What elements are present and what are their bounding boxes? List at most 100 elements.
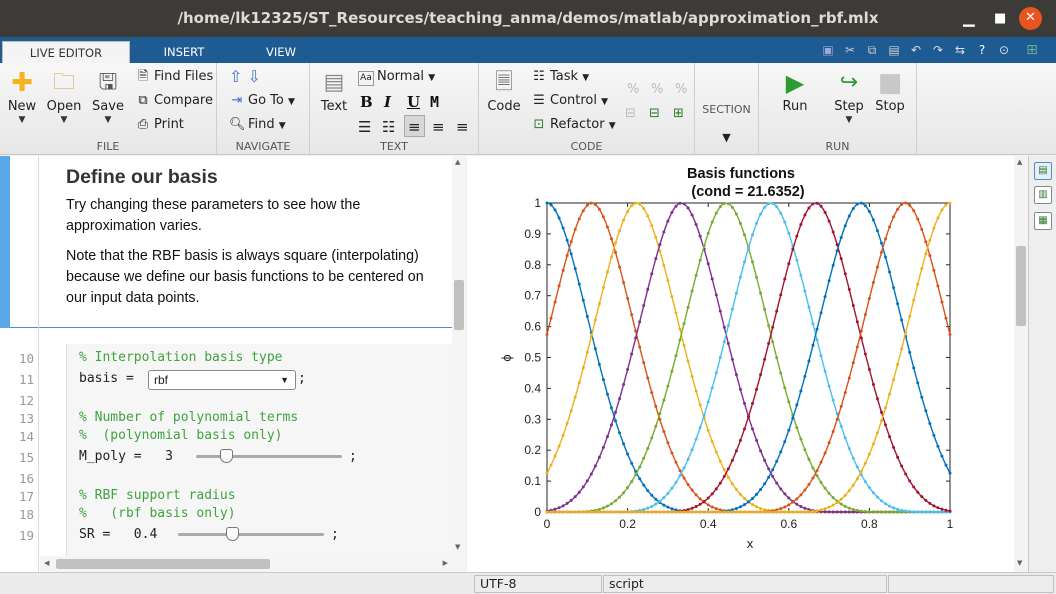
compare-button[interactable]: ⧉ Compare (135, 90, 213, 112)
text-content[interactable]: Define our basis Try changing these para… (66, 166, 446, 318)
go-to-button[interactable]: ⇥ Go To ▼ (229, 90, 295, 112)
data-point (622, 218, 626, 222)
code-line[interactable]: M_poly = 3 (79, 449, 173, 464)
scroll-thumb[interactable] (454, 280, 464, 330)
maximize-icon[interactable]: ■ (994, 11, 1007, 26)
code-line[interactable]: % Interpolation basis type (79, 350, 283, 365)
align-left-icon[interactable]: ≡ (404, 115, 425, 137)
scroll-thumb[interactable] (1016, 246, 1026, 326)
increase-indent-icon[interactable]: ⊞ (673, 106, 684, 121)
new-button[interactable]: ✚ New ▼ (0, 69, 44, 126)
editor-horizontal-scrollbar[interactable]: ◀ ▶ (40, 556, 452, 572)
data-point (561, 510, 565, 514)
text-button[interactable]: ▤ Text (312, 69, 356, 114)
find-files-button[interactable]: 🗎 Find Files (135, 66, 214, 88)
scroll-right-icon[interactable]: ▶ (442, 559, 448, 567)
collapse-icon[interactable]: ⊙ (998, 43, 1010, 57)
arrow-up-icon[interactable]: ⇧ (229, 67, 243, 86)
run-label: Run (782, 99, 808, 114)
editor-vertical-scrollbar[interactable]: ▲ ▼ (452, 156, 466, 572)
code-line[interactable]: % RBF support radius (79, 488, 236, 503)
step-button[interactable]: ↪ Step ▼ (827, 69, 871, 126)
align-right-icon[interactable]: ≡ (456, 118, 469, 136)
paste-icon[interactable]: ▤ (888, 43, 900, 57)
redo-icon[interactable]: ↷ (932, 43, 944, 57)
live-editor-pane[interactable]: Define our basis Try changing these para… (0, 156, 466, 572)
code-line[interactable]: SR = 0.4 (79, 527, 158, 542)
data-point (888, 510, 892, 514)
minimize-icon[interactable]: ▁ (963, 9, 975, 27)
output-right-icon[interactable]: ▥ (1034, 186, 1052, 204)
code-button[interactable]: 🗏 Code (482, 69, 526, 114)
wrap-comment-icon[interactable]: % (675, 82, 688, 97)
find-button[interactable]: 🔍︎ Find ▼ (229, 114, 286, 136)
stop-button[interactable]: ■ Stop (868, 69, 912, 114)
switch-windows-icon[interactable]: ⇆ (954, 43, 966, 57)
data-point (573, 395, 577, 399)
monospace-button[interactable]: M (430, 93, 440, 111)
expand-toolstrip-icon[interactable]: ⊞ (1026, 42, 1038, 58)
basis-dropdown[interactable]: rbf ▼ (148, 370, 296, 390)
line-number: 15 (18, 450, 34, 465)
run-button[interactable]: ▶ Run (773, 69, 817, 114)
print-button[interactable]: ⎙ Print (135, 114, 184, 136)
code-line[interactable]: % Number of polynomial terms (79, 410, 299, 425)
scroll-up-icon[interactable]: ▲ (455, 158, 461, 166)
data-point (875, 431, 879, 435)
data-point (710, 510, 714, 514)
output-vertical-scrollbar[interactable]: ▲ ▼ (1014, 156, 1028, 572)
close-icon[interactable]: ✕ (1019, 7, 1042, 30)
save-button[interactable]: 🖫 Save ▼ (86, 69, 130, 126)
open-button[interactable]: 🗀 Open ▼ (42, 69, 86, 126)
scroll-left-icon[interactable]: ◀ (44, 559, 50, 567)
scroll-up-icon[interactable]: ▲ (1017, 158, 1023, 166)
scroll-down-icon[interactable]: ▼ (455, 543, 461, 551)
bold-button[interactable]: B (360, 93, 373, 111)
slider-thumb[interactable] (220, 449, 233, 463)
control-dropdown[interactable]: ☰ Control ▼ (531, 90, 608, 112)
m-poly-slider[interactable] (196, 446, 342, 466)
data-point (722, 340, 726, 344)
copy-icon[interactable]: ⧉ (867, 43, 877, 57)
comment-icon[interactable]: % (627, 82, 640, 97)
arrow-down-icon[interactable]: ⇩ (247, 67, 261, 86)
refactor-dropdown[interactable]: ⊡ Refactor ▼ (531, 114, 616, 136)
decrease-indent-icon[interactable]: ⊟ (649, 106, 660, 121)
scroll-down-icon[interactable]: ▼ (1017, 559, 1023, 567)
code-line[interactable]: basis = (79, 371, 142, 386)
section-dropdown-icon[interactable]: ▼ (722, 131, 731, 144)
uncomment-icon[interactable]: % (651, 82, 664, 97)
data-point (686, 457, 690, 461)
task-dropdown[interactable]: ☷ Task ▼ (531, 66, 589, 88)
italic-button[interactable]: I (384, 93, 392, 111)
hide-code-icon[interactable]: ▦ (1034, 212, 1052, 230)
basis-functions-chart[interactable]: Basis functions (cond = 21.6352) 0 0.2 0.4… (467, 156, 1014, 572)
bulleted-list-icon[interactable]: ☰ (358, 118, 372, 136)
tab-insert[interactable]: INSERT (163, 45, 205, 59)
data-point (839, 404, 843, 408)
output-inline-icon[interactable]: ▤ (1034, 162, 1052, 180)
align-center-icon[interactable]: ≡ (432, 118, 445, 136)
tab-live-editor[interactable]: LIVE EDITOR (2, 41, 130, 63)
numbered-list-icon[interactable]: ☷ (382, 118, 396, 136)
smart-indent-icon[interactable]: ⊟ (625, 106, 636, 121)
code-line[interactable]: % (rbf basis only) (79, 506, 236, 521)
output-pane[interactable]: Basis functions (cond = 21.6352) 0 0.2 0.4… (467, 156, 1029, 572)
data-point (694, 510, 698, 514)
text-cell[interactable]: Define our basis Try changing these para… (0, 156, 452, 328)
code-line[interactable]: % (polynomial basis only) (79, 428, 283, 443)
sr-slider[interactable] (178, 524, 324, 544)
save-icon[interactable]: ▣ (822, 43, 834, 57)
data-point (658, 412, 662, 416)
scroll-thumb[interactable] (56, 559, 270, 569)
basis-value: rbf (154, 373, 169, 387)
help-icon[interactable]: ? (978, 43, 986, 57)
text-style-dropdown[interactable]: Aa Normal ▼ (358, 66, 435, 88)
tab-view[interactable]: VIEW (266, 45, 296, 59)
data-point (678, 201, 682, 205)
slider-thumb[interactable] (226, 527, 239, 541)
undo-icon[interactable]: ↶ (910, 43, 922, 57)
cut-icon[interactable]: ✂ (844, 43, 856, 57)
underline-button[interactable]: U (407, 93, 421, 111)
data-point (638, 510, 642, 514)
